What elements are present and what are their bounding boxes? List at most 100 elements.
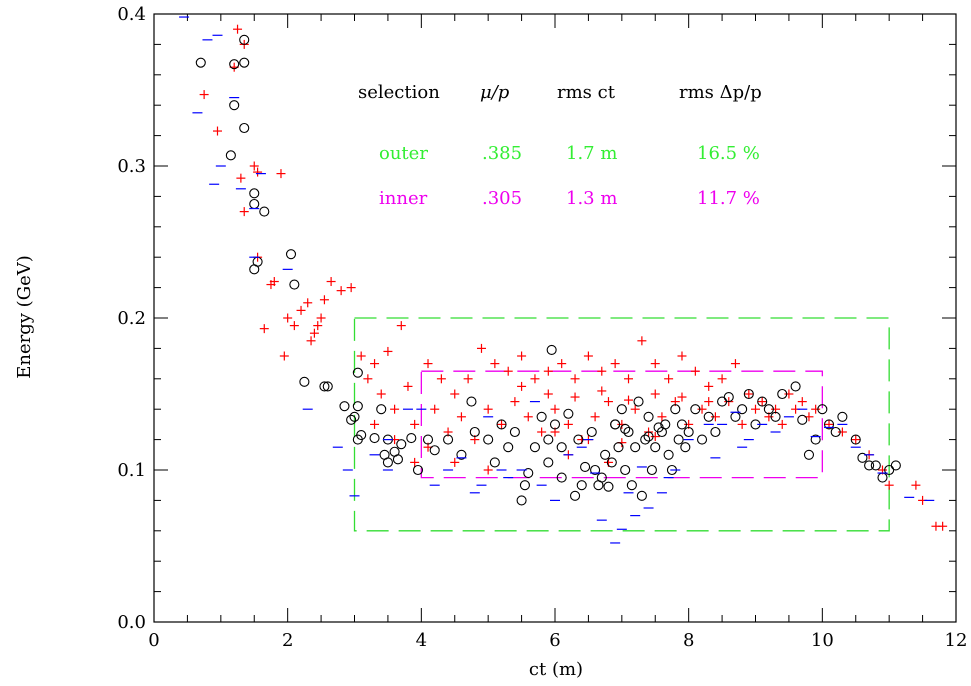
circle-point: [556, 472, 567, 483]
plus-point: [476, 343, 486, 353]
circle-point: [613, 442, 624, 453]
circle-point: [523, 467, 534, 479]
plus-point: [326, 277, 336, 287]
x-tick-label: 4: [416, 630, 427, 651]
plus-point: [483, 404, 493, 414]
plus-point: [249, 161, 259, 171]
circle-point: [352, 367, 363, 378]
plus-point: [396, 321, 406, 331]
plus-point: [737, 419, 747, 429]
x-tick-label: 10: [811, 630, 834, 651]
plus-point: [657, 412, 667, 422]
circle-point: [823, 419, 835, 430]
circle-point: [259, 206, 270, 217]
plus-point: [650, 389, 660, 399]
plus-point: [450, 457, 460, 467]
circle-point: [229, 59, 240, 70]
circle-point: [319, 381, 330, 392]
plus-point: [289, 321, 299, 331]
circle-point: [412, 464, 424, 476]
x-tick-label: 8: [683, 630, 694, 651]
circle-point: [646, 464, 657, 476]
plus-point: [313, 321, 323, 331]
y-tick-label: 0.1: [117, 460, 146, 481]
circle-point: [569, 490, 581, 501]
circle-point: [322, 381, 333, 392]
circle-point: [850, 434, 861, 445]
plus-point: [550, 404, 560, 414]
plus-point: [212, 126, 222, 136]
plus-point: [239, 207, 249, 217]
plus-point: [784, 389, 794, 399]
table-inner-rms-dp: 11.7 %: [697, 188, 760, 209]
plus-point: [744, 389, 754, 399]
circle-point: [870, 460, 881, 471]
circle-point: [730, 411, 741, 422]
plus-point: [423, 359, 433, 369]
plus-point: [363, 374, 373, 384]
circle-point: [576, 480, 587, 491]
circle-point: [586, 426, 597, 438]
plus-point: [851, 435, 861, 445]
plus-point: [717, 374, 727, 384]
y-tick-label: 0.2: [117, 308, 146, 329]
circle-point: [573, 434, 584, 445]
circle-point: [890, 460, 901, 471]
plus-point: [269, 277, 279, 287]
circle-point: [249, 188, 260, 199]
circle-point: [623, 426, 634, 438]
plus-point: [637, 336, 647, 346]
plus-point: [603, 397, 613, 407]
plus-point: [430, 404, 440, 414]
circle-point: [663, 449, 674, 460]
plus-point: [370, 359, 380, 369]
x-axis-label: ct (m): [529, 659, 583, 680]
circle-point: [743, 388, 754, 400]
plus-point: [563, 419, 573, 429]
plus-point: [336, 286, 346, 296]
circle-point: [352, 401, 363, 412]
circle-point: [429, 445, 440, 456]
plus-point: [704, 397, 714, 407]
plus-point: [450, 389, 460, 399]
table-header-selection: selection: [358, 82, 440, 103]
circle-point: [660, 419, 671, 430]
circle-point: [503, 442, 514, 453]
plus-point: [296, 305, 306, 315]
plus-point: [650, 359, 660, 369]
plus-point: [233, 24, 243, 34]
circle-point: [239, 34, 250, 45]
plus-point: [306, 336, 316, 346]
plus-point: [570, 374, 580, 384]
circle-point: [650, 442, 661, 453]
y-tick-label: 0.0: [117, 612, 146, 633]
plus-point: [730, 359, 740, 369]
circle-point: [620, 464, 631, 476]
plus-point: [704, 381, 714, 391]
circle-point: [549, 419, 561, 430]
circle-point: [289, 279, 300, 290]
circle-point: [616, 404, 627, 415]
circle-point: [603, 481, 614, 492]
circle-point: [396, 439, 407, 450]
y-axis-label: Energy (GeV): [14, 255, 35, 378]
plus-point: [677, 392, 687, 402]
x-tick-label: 12: [945, 630, 968, 651]
circle-point: [195, 57, 206, 68]
plus-point: [690, 366, 700, 376]
plus-point: [630, 404, 640, 414]
circle-point: [864, 460, 875, 471]
table-outer-selection: outer: [379, 143, 428, 164]
circle-point: [406, 433, 417, 444]
stats-table: selection μ/p rms ct rms Δp/p outer .385…: [358, 82, 762, 209]
circle-point: [590, 464, 601, 476]
plus-point: [523, 412, 533, 422]
plus-point: [236, 173, 246, 183]
outer-selection-box: [353, 317, 890, 532]
table-inner-mu-p: .305: [482, 188, 522, 209]
plus-point: [624, 374, 634, 384]
circle-point: [606, 457, 617, 468]
circle-point: [696, 434, 708, 445]
table-inner-selection: inner: [379, 188, 428, 209]
plus-point: [370, 419, 380, 429]
